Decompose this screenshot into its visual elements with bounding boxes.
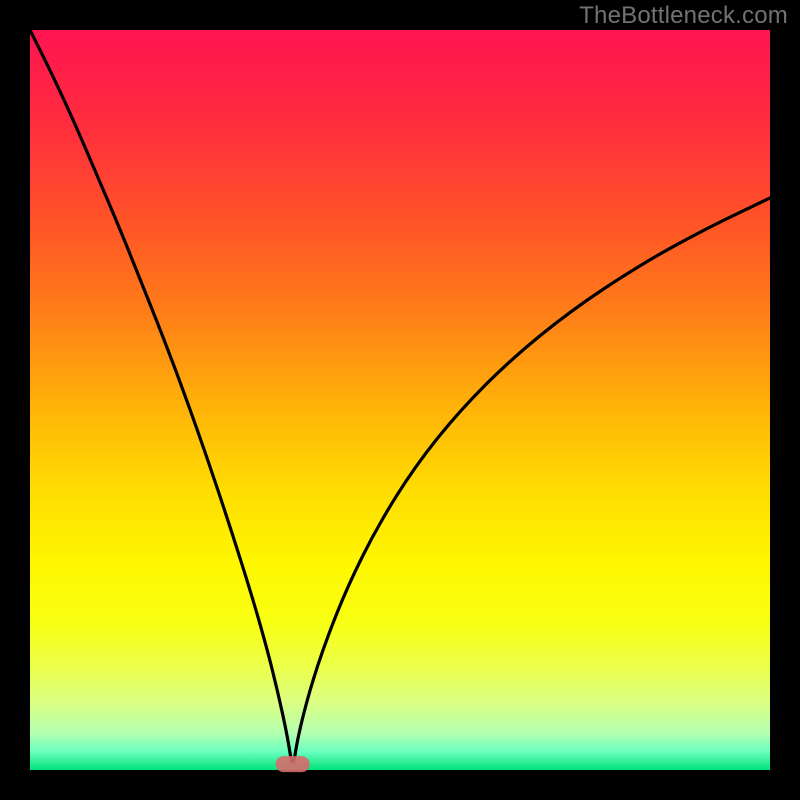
notch-marker (276, 756, 310, 772)
chart-svg (0, 0, 800, 800)
chart-canvas: TheBottleneck.com (0, 0, 800, 800)
watermark-text: TheBottleneck.com (579, 2, 788, 30)
plot-background (30, 30, 770, 770)
